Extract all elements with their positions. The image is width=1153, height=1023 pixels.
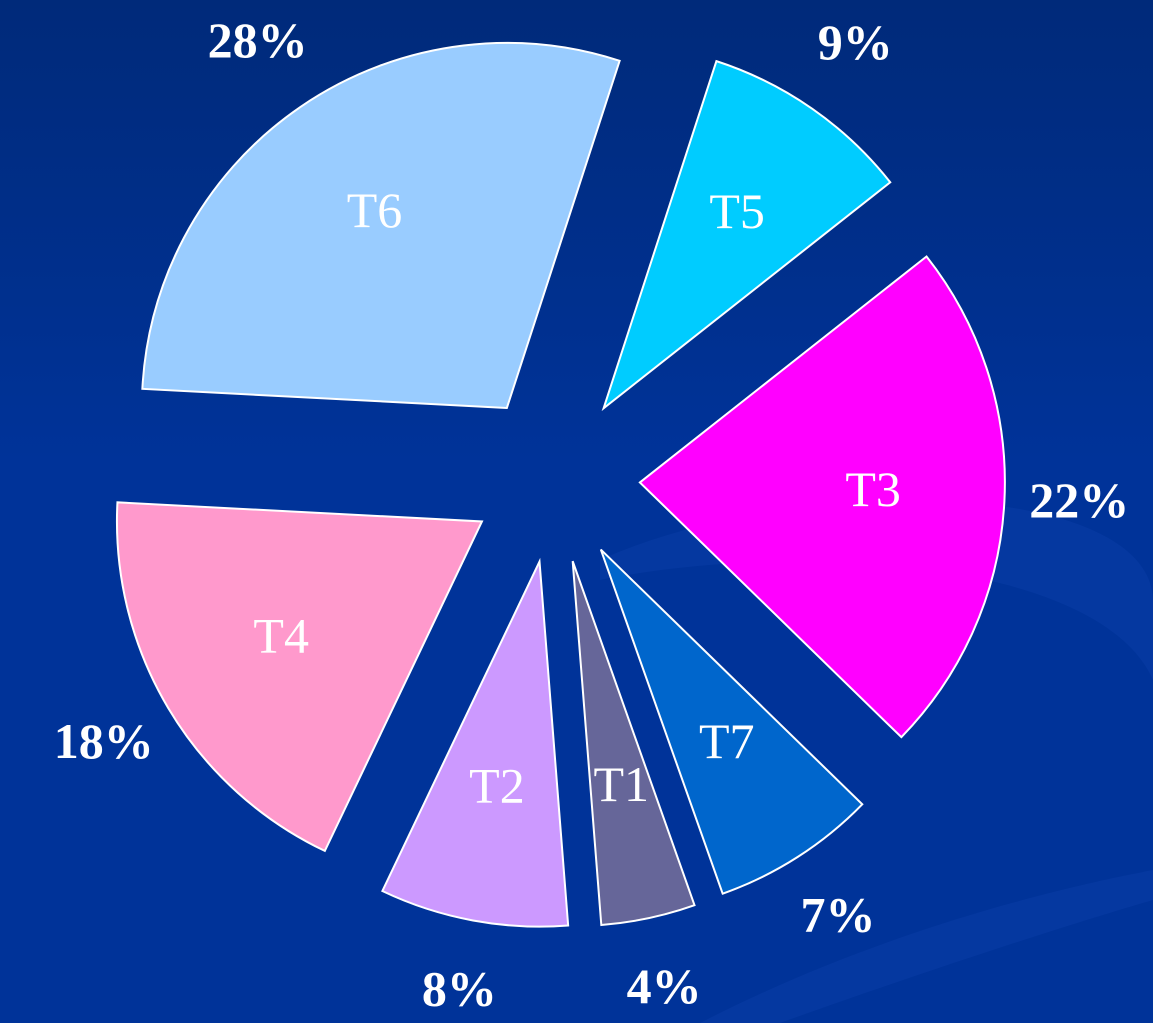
pie-slice: [571, 560, 696, 927]
slice-name: T3: [845, 461, 901, 517]
slice-percent: 9%: [818, 14, 893, 70]
pie-slice: [141, 41, 621, 409]
slice-name: T5: [709, 183, 765, 239]
pie-slice: [599, 548, 864, 895]
slice-percent: 7%: [801, 887, 876, 943]
slice-name: T1: [593, 756, 649, 812]
slice-name: T2: [469, 758, 525, 814]
pie-slice: [601, 59, 892, 412]
pie-slice: [381, 557, 570, 928]
slice-name: T6: [347, 182, 403, 238]
slice-percent: 28%: [208, 12, 308, 68]
background-swoosh: [700, 870, 1153, 1023]
slice-percent: 8%: [422, 961, 497, 1017]
slice-name: T4: [253, 607, 309, 663]
slice-name: T7: [699, 713, 755, 769]
slice-percent: 22%: [1029, 472, 1129, 528]
slice-percent: 18%: [54, 713, 154, 769]
pie-slice: [115, 501, 484, 853]
pie-slice: [638, 255, 1006, 739]
slice-percent: 4%: [627, 958, 702, 1014]
